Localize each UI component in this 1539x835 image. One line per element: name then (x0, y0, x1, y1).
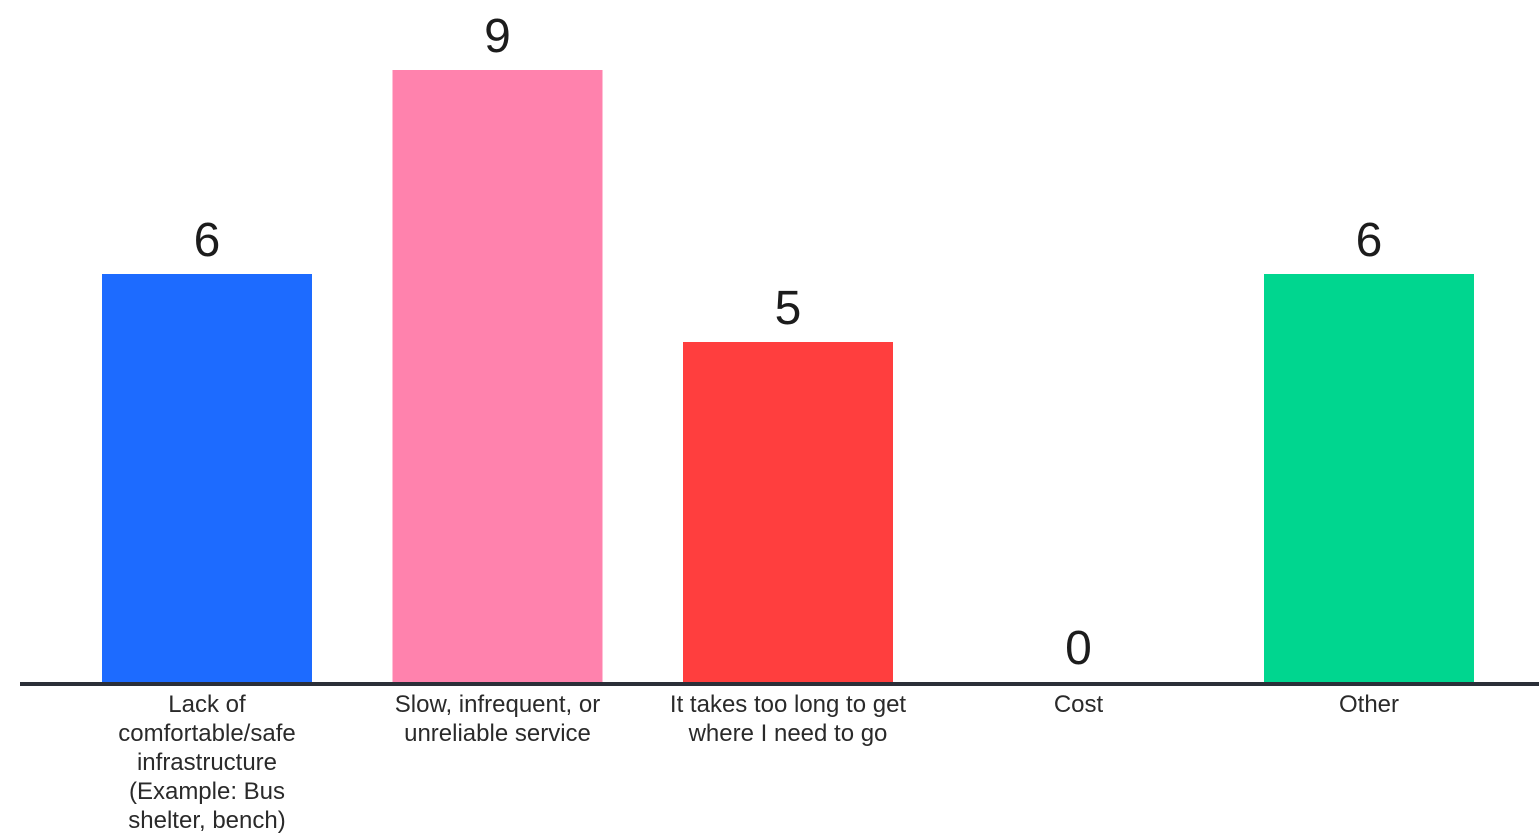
bar-value-label-service: 9 (484, 10, 511, 63)
bar-other (1264, 274, 1474, 682)
category-label-service: Slow, infrequent, or unreliable service (394, 691, 601, 747)
bar-travel-time (683, 342, 893, 682)
bar-infrastructure (102, 274, 312, 682)
category-label-travel-time: It takes too long to get where I need to… (669, 691, 907, 747)
bar-value-label-infrastructure: 6 (194, 214, 221, 267)
bar-value-label-cost: 0 (1065, 622, 1092, 675)
category-label-other: Other (1338, 691, 1400, 718)
bar-value-label-travel-time: 5 (775, 282, 802, 335)
category-label-infrastructure: Lack of comfortable/safe infrastructure … (118, 691, 296, 834)
category-label-cost: Cost (1053, 691, 1104, 718)
bar-value-label-other: 6 (1356, 214, 1383, 267)
bar-service (392, 70, 603, 682)
